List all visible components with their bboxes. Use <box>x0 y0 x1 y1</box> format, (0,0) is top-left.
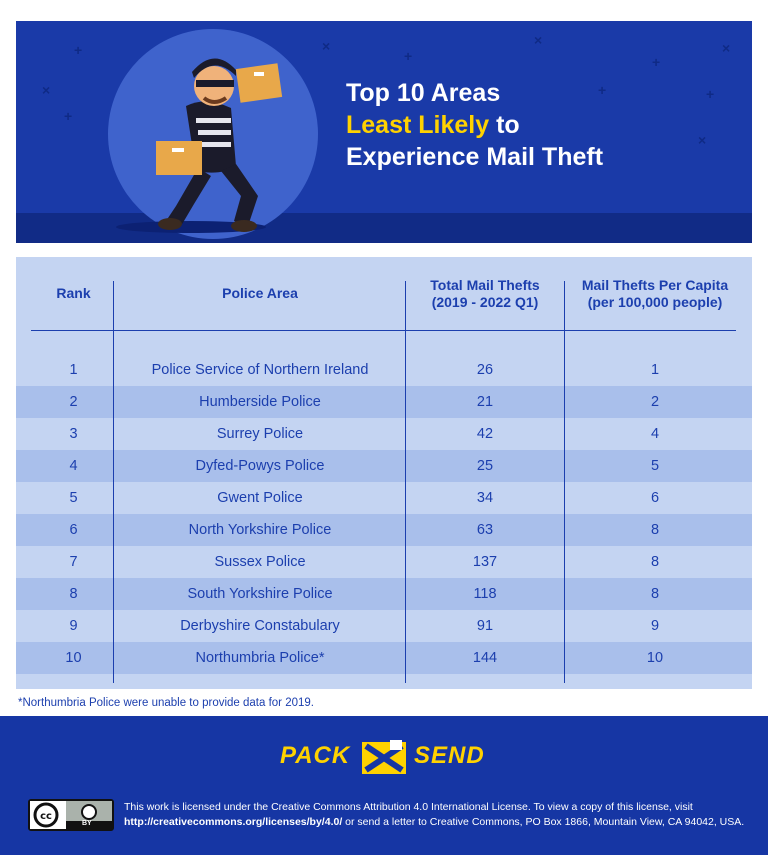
sparkle-icon: + <box>706 86 715 102</box>
cell-per-capita: 2 <box>650 394 660 410</box>
license-line-2-rest: or send a letter to Creative Commons, PO… <box>342 816 745 828</box>
cell-rank: 8 <box>69 586 78 602</box>
cell-area: Sussex Police <box>214 554 306 570</box>
cell-per-capita: 4 <box>650 426 660 442</box>
column-divider <box>113 281 114 683</box>
cell-per-capita: 8 <box>650 554 660 570</box>
table-row: 1 Police Service of Northern Ireland 26 1 <box>16 354 752 386</box>
sparkle-icon: × <box>322 38 331 54</box>
ground-shadow <box>116 221 266 233</box>
cell-rank: 5 <box>69 490 78 506</box>
cell-total: 144 <box>472 650 498 666</box>
cell-rank: 3 <box>69 426 78 442</box>
table-row: 4 Dyfed-Powys Police 25 5 <box>16 450 752 482</box>
cell-per-capita: 9 <box>650 618 660 634</box>
license-line-1: This work is licensed under the Creative… <box>124 801 693 813</box>
cell-rank: 4 <box>69 458 78 474</box>
cell-area: Derbyshire Constabulary <box>180 618 340 634</box>
cell-area: Surrey Police <box>216 426 304 442</box>
cell-rank: 9 <box>69 618 78 634</box>
column-header-rank: Rank <box>56 285 91 301</box>
table-row: 8 South Yorkshire Police 118 8 <box>16 578 752 610</box>
cell-total: 21 <box>476 394 494 410</box>
thief-illustration-icon <box>156 58 283 232</box>
cell-area: Northumbria Police* <box>195 650 325 666</box>
logo-x-icon <box>362 740 406 774</box>
cc-by-label: BY <box>82 820 92 827</box>
title-accent: Least Likely <box>346 111 490 139</box>
sparkle-icon: + <box>404 48 413 64</box>
cell-total: 34 <box>476 490 494 506</box>
sparkle-icon: + <box>64 108 73 124</box>
license-text: This work is licensed under the Creative… <box>124 800 754 830</box>
table-row: 3 Surrey Police 42 4 <box>16 418 752 450</box>
creative-commons-badge: cc BY <box>28 799 114 831</box>
cell-total: 91 <box>476 618 494 634</box>
sparkle-icon: + <box>652 54 661 70</box>
table-row: 6 North Yorkshire Police 63 8 <box>16 514 752 546</box>
table-row: 7 Sussex Police 137 8 <box>16 546 752 578</box>
infographic-title: Top 10 Areas Least Likely to Experience … <box>346 77 603 173</box>
cell-per-capita: 5 <box>650 458 660 474</box>
cell-area: Police Service of Northern Ireland <box>151 362 369 378</box>
footnote: *Northumbria Police were unable to provi… <box>18 697 314 709</box>
title-line-2: Least Likely to <box>346 109 603 141</box>
title-line-3: Experience Mail Theft <box>346 143 604 171</box>
sparkle-icon: × <box>534 32 543 48</box>
table-row: 2 Humberside Police 21 2 <box>16 386 752 418</box>
rankings-table: Rank Police Area Total Mail Thefts (2019… <box>16 257 752 689</box>
cell-area: Gwent Police <box>217 490 303 506</box>
cell-area: Dyfed-Powys Police <box>195 458 325 474</box>
header-banner: + × + × + × + + + × × Top 10 Areas Least… <box>16 21 752 243</box>
table-row: 5 Gwent Police 34 6 <box>16 482 752 514</box>
footer: PACK SEND cc BY This work is licensed un… <box>0 716 768 855</box>
sparkle-icon: + <box>74 42 83 58</box>
cell-area: Humberside Police <box>199 394 321 410</box>
column-header-area: Police Area <box>222 285 298 301</box>
cell-total: 137 <box>472 554 498 570</box>
column-divider <box>405 281 406 683</box>
cell-rank: 7 <box>69 554 78 570</box>
svg-text:cc: cc <box>40 811 52 822</box>
sparkle-icon: × <box>42 82 51 98</box>
cell-area: South Yorkshire Police <box>187 586 333 602</box>
header-divider <box>31 330 736 331</box>
table-row: 10 Northumbria Police* 144 10 <box>16 642 752 674</box>
cell-per-capita: 10 <box>646 650 664 666</box>
cell-total: 118 <box>473 586 497 602</box>
column-header-per-capita-line2: (per 100,000 people) <box>587 294 723 310</box>
column-header-total-line1: Total Mail Thefts <box>430 277 540 293</box>
cell-total: 26 <box>476 362 494 378</box>
column-header-total: Total Mail Thefts (2019 - 2022 Q1) <box>406 277 564 311</box>
cell-total: 63 <box>476 522 494 538</box>
table-row: 9 Derbyshire Constabulary 91 9 <box>16 610 752 642</box>
cell-total: 42 <box>476 426 494 442</box>
cell-total: 25 <box>476 458 494 474</box>
column-divider <box>564 281 565 683</box>
cell-per-capita: 1 <box>650 362 660 378</box>
cell-per-capita: 8 <box>650 522 660 538</box>
cell-rank: 1 <box>69 362 78 378</box>
title-line-1: Top 10 Areas <box>346 79 501 107</box>
sparkle-icon: + <box>598 82 607 98</box>
cell-rank: 6 <box>69 522 78 538</box>
cell-rank: 2 <box>69 394 78 410</box>
license-link[interactable]: http://creativecommons.org/licenses/by/4… <box>124 816 343 828</box>
cell-per-capita: 8 <box>650 586 660 602</box>
logo-text-send: SEND <box>414 742 485 769</box>
sparkle-icon: × <box>722 40 731 56</box>
cc-by-icon: cc <box>30 801 112 829</box>
column-header-per-capita: Mail Thefts Per Capita (per 100,000 peop… <box>565 277 745 311</box>
title-line-2-rest: to <box>489 111 520 139</box>
cell-rank: 10 <box>65 650 82 666</box>
logo-text-pack: PACK <box>280 742 351 769</box>
column-header-per-capita-line1: Mail Thefts Per Capita <box>581 277 729 293</box>
column-header-total-line2: (2019 - 2022 Q1) <box>431 294 539 310</box>
license-line-2: http://creativecommons.org/licenses/by/4… <box>124 815 754 830</box>
cell-per-capita: 6 <box>650 490 660 506</box>
sparkle-icon: × <box>698 132 707 148</box>
cell-area: North Yorkshire Police <box>188 522 332 538</box>
